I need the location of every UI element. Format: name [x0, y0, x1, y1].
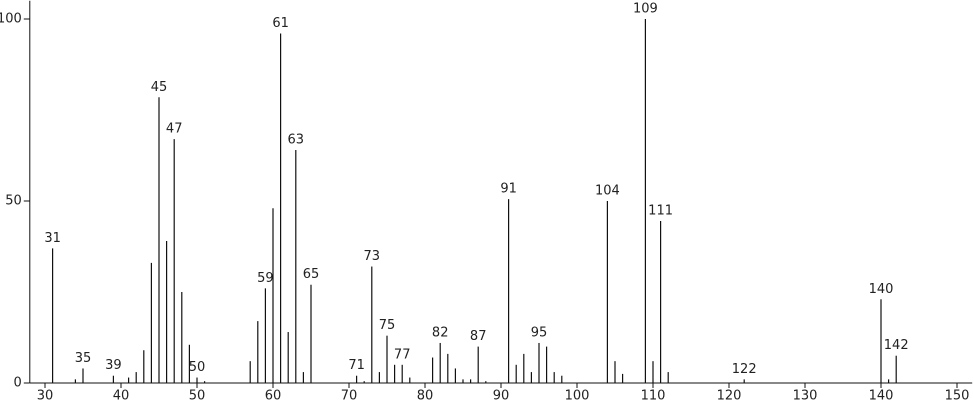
- x-tick-label: 30: [37, 389, 54, 404]
- peak-label: 65: [303, 267, 320, 282]
- peak-label: 59: [257, 271, 274, 286]
- peak-label: 71: [348, 358, 365, 373]
- x-tick-label: 140: [869, 389, 894, 404]
- x-tick-label: 110: [641, 389, 666, 404]
- peak-label: 77: [394, 347, 411, 362]
- x-tick-label: 120: [717, 389, 742, 404]
- y-tick-label: 0: [14, 376, 22, 391]
- peak-label: 35: [75, 351, 92, 366]
- x-tick-label: 80: [417, 389, 434, 404]
- peak-label: 50: [189, 360, 206, 375]
- peak-label: 75: [379, 318, 396, 333]
- peak-label: 31: [44, 231, 61, 246]
- peak-label: 142: [884, 338, 909, 353]
- y-tick-label: 100: [0, 12, 22, 27]
- peak-label: 87: [470, 329, 487, 344]
- x-tick-label: 40: [113, 389, 130, 404]
- x-tick-label: 50: [189, 389, 206, 404]
- peak-label: 39: [105, 358, 122, 373]
- peak-label: 111: [648, 204, 673, 219]
- x-tick-label: 60: [265, 389, 282, 404]
- peak-label: 91: [500, 182, 517, 197]
- x-tick-label: 130: [793, 389, 818, 404]
- peak-label: 47: [166, 122, 183, 137]
- peak-label: 82: [432, 325, 449, 340]
- x-tick-label: 100: [565, 389, 590, 404]
- y-tick-label: 50: [5, 194, 22, 209]
- peak-label: 45: [151, 80, 168, 95]
- peak-label: 109: [633, 2, 658, 17]
- peak-label: 122: [732, 362, 757, 377]
- x-tick-label: 70: [341, 389, 358, 404]
- peak-label: 61: [272, 16, 289, 31]
- peak-label: 95: [531, 325, 548, 340]
- peak-label: 73: [364, 249, 381, 264]
- peak-label: 140: [869, 282, 894, 297]
- x-tick-label: 150: [945, 389, 970, 404]
- peak-label: 63: [288, 133, 305, 148]
- x-tick-label: 90: [493, 389, 510, 404]
- peak-label: 104: [595, 184, 620, 199]
